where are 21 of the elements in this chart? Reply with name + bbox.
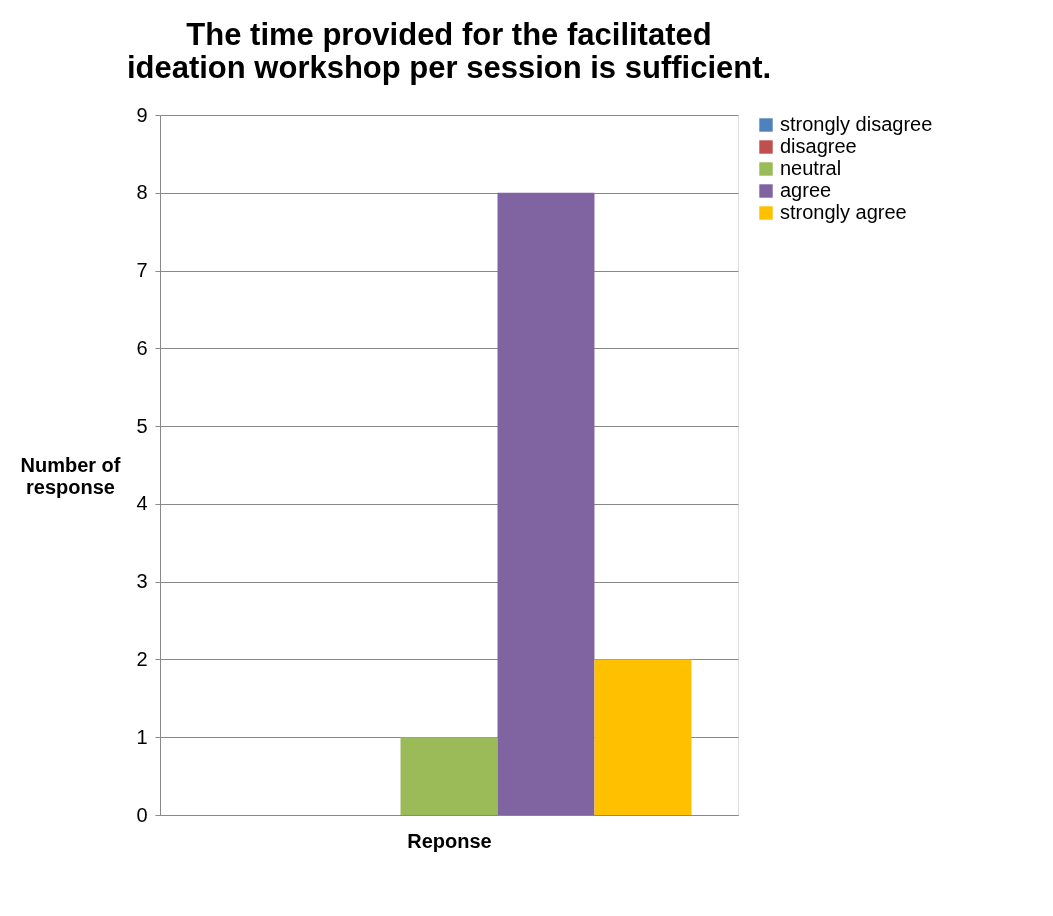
y-tick-label: 6: [136, 336, 148, 359]
bar: [594, 659, 692, 815]
legend-label: strongly agree: [780, 201, 907, 223]
y-tick-label: 4: [136, 492, 148, 515]
y-tick-label: 5: [136, 414, 148, 437]
y-tick-label: 7: [136, 259, 148, 282]
y-axis-title: Number of response: [20, 453, 121, 498]
y-tick-label: 0: [136, 803, 148, 826]
y-tick-label: 8: [136, 181, 148, 204]
legend-label: agree: [780, 179, 832, 201]
legend-label: strongly disagree: [780, 113, 933, 135]
x-axis-title: Reponse: [407, 829, 492, 852]
chart-title: The time provided for the facilitated ideation workshop per session is sufficient.: [126, 17, 772, 85]
legend-label: neutral: [780, 157, 842, 179]
y-tick-label: 2: [136, 647, 148, 670]
bar: [400, 737, 498, 815]
legend-label: disagree: [780, 135, 857, 157]
y-tick-label: 3: [136, 570, 148, 593]
y-tick-label: 1: [136, 725, 148, 748]
y-tick-label: 9: [136, 103, 148, 126]
bar: [497, 192, 595, 815]
